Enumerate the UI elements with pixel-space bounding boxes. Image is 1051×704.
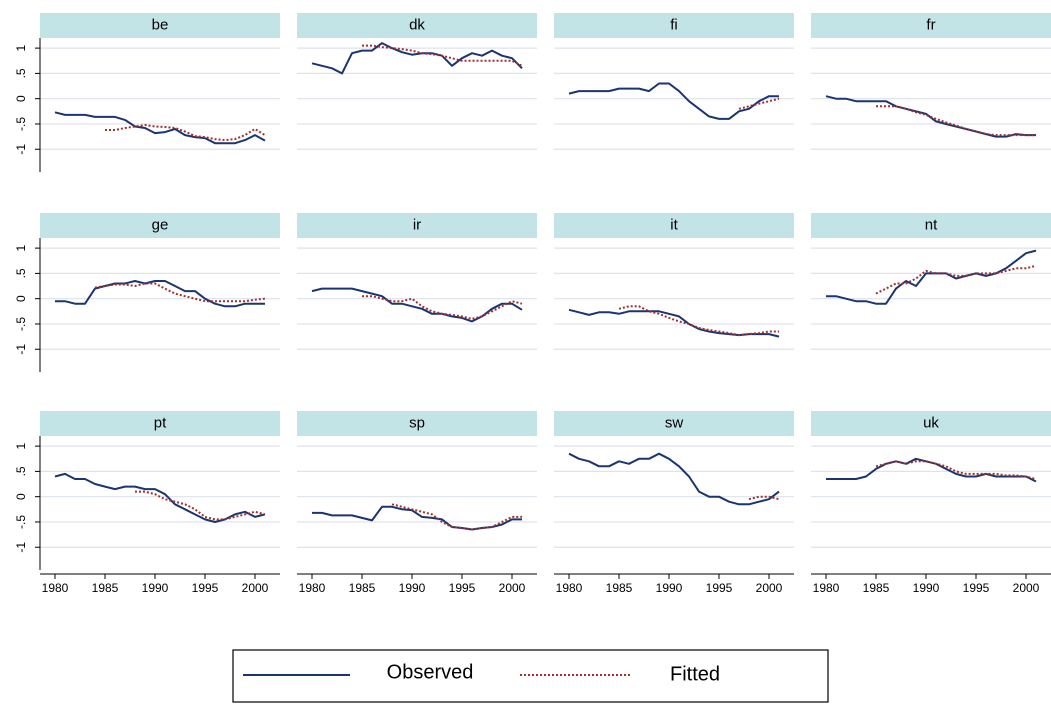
series-line <box>826 249 1037 305</box>
y-tick-label: 0 <box>14 493 28 500</box>
series-line <box>311 287 523 323</box>
x-tick-label: 1980 <box>556 581 583 595</box>
series-line <box>568 82 779 120</box>
x-tick-label: 2000 <box>1013 581 1040 595</box>
panel-header <box>811 411 1051 436</box>
y-tick-label: .5 <box>14 466 28 476</box>
x-tick-label: 1990 <box>913 581 940 595</box>
y-tick-label: 1 <box>14 44 28 51</box>
x-tick-label: 2000 <box>756 581 783 595</box>
series-line <box>55 280 265 308</box>
series-line <box>618 305 779 337</box>
panel-title: fi <box>670 16 678 33</box>
panel-header <box>811 213 1051 238</box>
panel-header <box>40 13 280 38</box>
x-tick-label: 1990 <box>656 581 683 595</box>
x-tick-label: 1985 <box>606 581 633 595</box>
series-line <box>748 495 780 501</box>
series-line <box>876 105 1036 137</box>
panel-header <box>40 213 280 238</box>
x-tick-label: 1995 <box>706 581 733 595</box>
x-tick-label: 1990 <box>399 581 426 595</box>
panel-header <box>554 213 794 238</box>
x-tick-label: 1995 <box>192 581 219 595</box>
panel-title: be <box>152 16 169 33</box>
y-tick-label: 1 <box>14 442 28 449</box>
panel-title: fr <box>926 16 935 33</box>
series-line <box>568 452 780 506</box>
x-tick-label: 1985 <box>349 581 376 595</box>
y-tick-label: .5 <box>14 68 28 78</box>
series-line <box>54 111 266 145</box>
series-line <box>391 503 522 531</box>
y-tick-label: -1 <box>14 344 28 355</box>
x-tick-label: 1985 <box>863 581 890 595</box>
y-tick-label: -1 <box>14 144 28 155</box>
panel-title: ge <box>152 216 169 233</box>
panel-header <box>297 213 537 238</box>
series-line <box>311 42 523 75</box>
panel-title: uk <box>923 414 939 431</box>
series-line <box>94 282 266 303</box>
panel-header <box>297 411 537 436</box>
panel-title: dk <box>409 16 425 33</box>
x-tick-label: 1980 <box>299 581 326 595</box>
series-line <box>54 472 266 523</box>
series-line <box>875 264 1037 295</box>
x-tick-label: 1995 <box>963 581 990 595</box>
y-tick-label: -1 <box>14 542 28 553</box>
panel-header <box>811 13 1051 38</box>
series-line <box>875 460 1037 480</box>
y-tick-label: -.5 <box>14 317 28 331</box>
y-tick-label: 0 <box>14 95 28 102</box>
panel-title: sp <box>409 414 425 431</box>
series-line <box>362 295 523 320</box>
x-tick-label: 1985 <box>92 581 119 595</box>
panel-header <box>554 13 794 38</box>
y-tick-label: 1 <box>14 244 28 251</box>
x-tick-label: 1990 <box>142 581 169 595</box>
x-tick-label: 2000 <box>499 581 526 595</box>
series-line <box>738 97 780 110</box>
x-tick-label: 1995 <box>449 581 476 595</box>
series-line <box>362 44 523 67</box>
legend-label: Fitted <box>670 663 720 685</box>
x-tick-label: 1980 <box>813 581 840 595</box>
y-tick-label: .5 <box>14 268 28 278</box>
panel-title: it <box>670 216 678 233</box>
panel-header <box>554 411 794 436</box>
x-tick-label: 1980 <box>42 581 69 595</box>
panel-title: sw <box>665 414 684 431</box>
series-line <box>568 308 780 338</box>
panel-header <box>40 411 280 436</box>
panel-header <box>297 13 537 38</box>
series-line <box>105 124 266 142</box>
legend-label: Observed <box>387 661 474 683</box>
panel-title: nt <box>925 216 938 233</box>
series-line <box>135 490 266 521</box>
y-tick-label: -.5 <box>14 117 28 131</box>
x-tick-label: 2000 <box>242 581 269 595</box>
panel-title: pt <box>154 414 167 431</box>
y-tick-label: -.5 <box>14 515 28 529</box>
y-tick-label: 0 <box>14 295 28 302</box>
panel-title: ir <box>413 216 421 233</box>
